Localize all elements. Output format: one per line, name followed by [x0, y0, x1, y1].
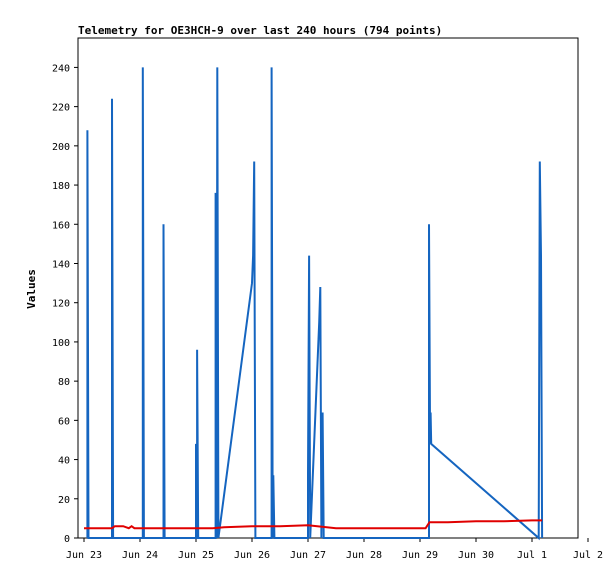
x-tick-label: Jun 26 [234, 550, 270, 561]
y-tick-label: 20 [58, 495, 70, 506]
x-axis: Jun 23 Jun 24 Jun 25 Jun 26 Jun 27 Jun 28 Jun … [66, 538, 603, 561]
x-tick-label: Jun 25 [178, 550, 214, 561]
y-tick-label: 60 [58, 416, 70, 427]
y-tick-label: 220 [52, 103, 70, 114]
x-tick-label: Jul 2 [573, 550, 603, 561]
x-tick-label: Jun 24 [122, 550, 158, 561]
chart-title: Telemetry for OE3HCH-9 over last 240 hou… [78, 24, 442, 37]
y-tick-label: 200 [52, 142, 70, 153]
x-tick-label: Jun 23 [66, 550, 102, 561]
y-tick-label: 120 [52, 299, 70, 310]
x-tick-label: Jun 30 [458, 550, 494, 561]
x-tick-label: Jun 27 [290, 550, 326, 561]
y-tick-label: 0 [64, 534, 70, 545]
y-tick-label: 100 [52, 338, 70, 349]
y-tick-label: 180 [52, 181, 70, 192]
y-tick-label: 140 [52, 259, 70, 270]
y-tick-label: 160 [52, 220, 70, 231]
y-tick-label: 80 [58, 377, 70, 388]
y-tick-label: 40 [58, 456, 70, 467]
series-line-2 [84, 519, 543, 530]
plot-area [77, 37, 579, 539]
series-layer [84, 67, 544, 541]
x-tick-label: Jun 29 [402, 550, 438, 561]
x-tick-label: Jun 28 [346, 550, 382, 561]
y-axis-label: Values [25, 269, 38, 309]
x-tick-label: Jul 1 [517, 550, 547, 561]
y-axis: 0 20 40 60 80 100 120 140 160 180 200 220 240 [52, 63, 78, 545]
y-tick-label: 240 [52, 63, 70, 74]
series-line-1 [86, 67, 544, 541]
